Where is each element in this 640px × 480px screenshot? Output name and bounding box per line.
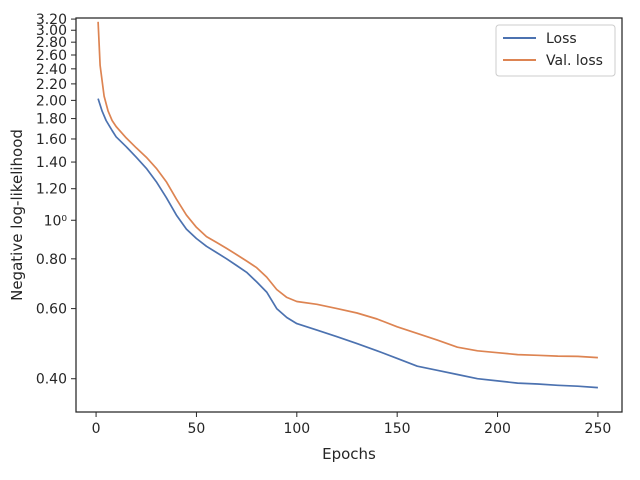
y-tick-label: 1.60 — [36, 132, 67, 148]
series-line-loss — [97, 98, 598, 389]
x-axis-ticks: 0 50 100 150 200 250 — [92, 412, 612, 437]
plot-frame — [75, 17, 623, 413]
x-tick-label: 200 — [484, 421, 511, 437]
y-tick-label: 1.20 — [36, 182, 67, 198]
y-tick-label: 3.20 — [36, 12, 67, 28]
y-tick-label: 2.40 — [36, 62, 67, 78]
legend-label-loss: Loss — [546, 31, 577, 47]
x-tick-label: 150 — [384, 421, 411, 437]
y-axis-label: Negative log-likelihood — [8, 129, 26, 301]
y-tick-label: 2.60 — [36, 48, 67, 64]
x-tick-label: 100 — [283, 421, 310, 437]
legend-label-val-loss: Val. loss — [546, 53, 603, 69]
y-tick-label: 0.80 — [36, 252, 67, 268]
y-axis-ticks: 0.400.600.8010⁰1.201.401.601.802.002.202… — [36, 12, 76, 388]
y-tick-label: 2.00 — [36, 93, 67, 109]
y-tick-label: 10⁰ — [44, 213, 68, 229]
y-tick-label: 1.80 — [36, 112, 67, 128]
y-tick-label: 3.00 — [36, 23, 67, 39]
x-tick-label: 250 — [585, 421, 612, 437]
y-tick-label: 2.80 — [36, 35, 67, 51]
x-tick-label: 0 — [92, 421, 101, 437]
x-axis-label: Epochs — [322, 445, 376, 463]
y-tick-label: 0.60 — [36, 302, 67, 318]
legend: Loss Val. loss — [495, 24, 616, 77]
series-line-val-loss — [97, 21, 598, 359]
x-tick-label: 50 — [188, 421, 206, 437]
y-tick-label: 2.20 — [36, 77, 67, 93]
series-layer — [97, 21, 598, 389]
y-tick-label: 1.40 — [36, 155, 67, 171]
y-tick-label: 0.40 — [36, 372, 67, 388]
